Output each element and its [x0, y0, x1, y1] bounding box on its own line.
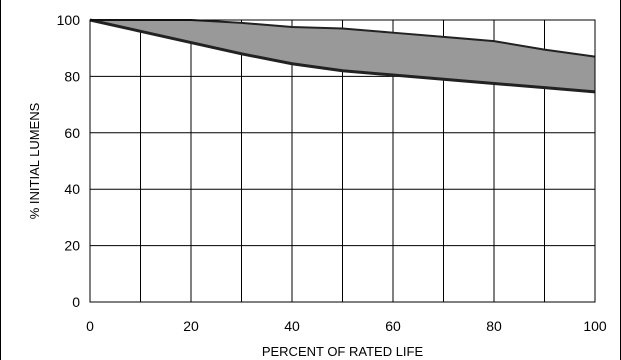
- x-tick-label: 100: [583, 318, 607, 334]
- x-tick-label: 80: [486, 318, 502, 334]
- x-axis-title: PERCENT OF RATED LIFE: [262, 344, 424, 359]
- y-tick-label: 80: [64, 68, 80, 84]
- x-tick-label: 0: [86, 318, 94, 334]
- band-area: [90, 20, 595, 92]
- y-tick-label: 20: [64, 238, 80, 254]
- y-tick-label: 0: [72, 294, 80, 310]
- y-tick-label: 40: [64, 181, 80, 197]
- y-tick-label: 60: [64, 125, 80, 141]
- x-tick-label: 60: [385, 318, 401, 334]
- y-axis-title: % INITIAL LUMENS: [27, 102, 42, 219]
- series-line-lower: [89, 18, 596, 94]
- x-tick-labels: 0 20 40 60 80 100: [86, 318, 607, 334]
- x-tick-label: 40: [284, 318, 300, 334]
- y-tick-label: 100: [57, 12, 81, 28]
- lumen-band: [90, 20, 595, 92]
- plot-border: [89, 19, 596, 303]
- y-tick-labels: 0 20 40 60 80 100: [57, 12, 81, 310]
- x-tick-label: 20: [183, 318, 199, 334]
